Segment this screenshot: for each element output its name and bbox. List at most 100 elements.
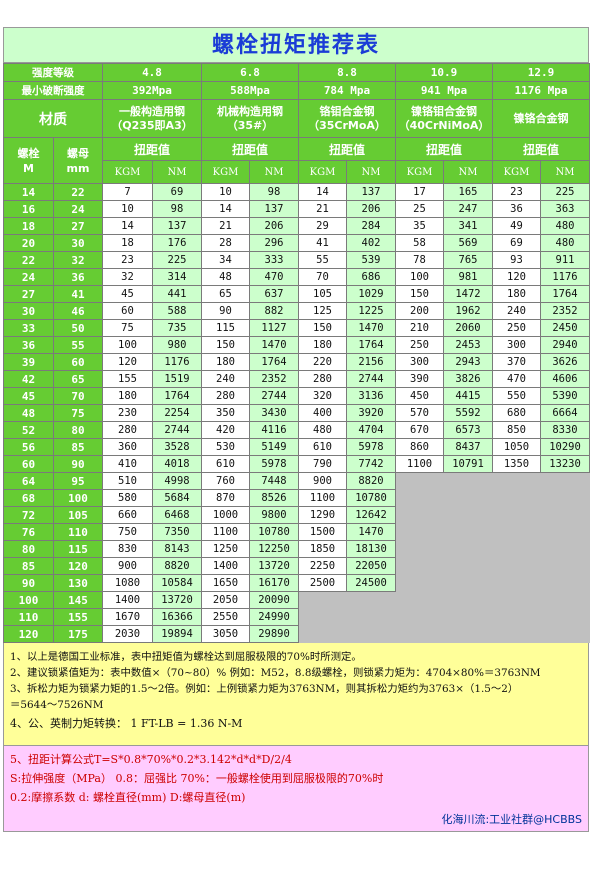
note-3-cont: ＝5644～7526NM xyxy=(10,699,104,711)
kgm-value: 105 xyxy=(298,285,347,303)
strength-row: 最小破断强度 392Mpa 588Mpa 784 Mpa 941 Mpa 117… xyxy=(3,81,590,100)
nm-value: 981 xyxy=(443,268,493,286)
kgm-value: 320 xyxy=(298,387,347,405)
kgm-value: 48 xyxy=(201,268,250,286)
unit-nm: NM xyxy=(249,160,299,184)
empty-cell xyxy=(492,506,541,524)
nm-value: 3626 xyxy=(540,353,590,371)
kgm-value: 860 xyxy=(395,438,444,456)
kgm-value: 1500 xyxy=(298,523,347,541)
note-3: 3、拆松力矩为锁紧力矩的1.5～2倍。例如：上例锁紧力矩为3763NM，则其拆松… xyxy=(10,683,519,695)
nut-size: 105 xyxy=(53,506,103,524)
empty-cell xyxy=(443,472,493,490)
nut-size: 80 xyxy=(53,421,103,439)
nm-value: 1962 xyxy=(443,302,493,320)
unit-nm: NM xyxy=(443,160,493,184)
nm-value: 6468 xyxy=(152,506,202,524)
kgm-value: 400 xyxy=(298,404,347,422)
nm-value: 3430 xyxy=(249,404,299,422)
nm-value: 8820 xyxy=(152,557,202,575)
nm-value: 20090 xyxy=(249,591,299,609)
kgm-value: 1350 xyxy=(492,455,541,473)
kgm-value: 150 xyxy=(298,319,347,337)
nm-value: 3826 xyxy=(443,370,493,388)
kgm-value: 2550 xyxy=(201,608,250,626)
nut-header: 螺母 mm xyxy=(53,137,103,184)
nut-size: 175 xyxy=(53,625,103,643)
kgm-value: 1000 xyxy=(201,506,250,524)
empty-cell xyxy=(540,557,590,575)
kgm-value: 125 xyxy=(298,302,347,320)
kgm-value: 790 xyxy=(298,455,347,473)
nm-value: 4415 xyxy=(443,387,493,405)
material-name: 镍铬合金钢 xyxy=(513,111,569,125)
kgm-value: 660 xyxy=(102,506,153,524)
nm-value: 12250 xyxy=(249,540,299,558)
nm-value: 24990 xyxy=(249,608,299,626)
table-row: 52 80 280 2744 420 4116 480 4704 670 6573 850 8330 xyxy=(3,421,590,439)
table-row: 72 105 660 6468 1000 9800 1290 12642 xyxy=(3,506,590,524)
nut-size: 90 xyxy=(53,455,103,473)
nm-value: 402 xyxy=(346,234,396,252)
unit-row: KGM NM KGM NM KGM NM KGM NM KGM NM xyxy=(4,160,590,184)
nm-value: 19894 xyxy=(152,625,202,643)
nm-value: 1029 xyxy=(346,285,396,303)
unit-kgm: KGM xyxy=(492,160,541,184)
bolt-size: 80 xyxy=(3,540,54,558)
unit-kgm: KGM xyxy=(201,160,250,184)
bolt-size: 68 xyxy=(3,489,54,507)
kgm-value: 550 xyxy=(492,387,541,405)
kgm-value: 14 xyxy=(102,217,153,235)
empty-cell xyxy=(346,625,396,643)
empty-cell xyxy=(298,625,347,643)
formula-note-d: 0.2:摩擦系数 d: 螺栓直径(mm) D:螺母直径(m) xyxy=(10,791,246,804)
empty-cell xyxy=(540,591,590,609)
torque-label: 扭距值 xyxy=(298,137,396,161)
empty-cell xyxy=(492,557,541,575)
nm-value: 5978 xyxy=(249,455,299,473)
kgm-value: 155 xyxy=(102,370,153,388)
bolt-size: 22 xyxy=(3,251,54,269)
kgm-value: 760 xyxy=(201,472,250,490)
bolt-size: 72 xyxy=(3,506,54,524)
kgm-value: 34 xyxy=(201,251,250,269)
kgm-value: 220 xyxy=(298,353,347,371)
nm-value: 441 xyxy=(152,285,202,303)
nut-size: 70 xyxy=(53,387,103,405)
table-row: 80 115 830 8143 1250 12250 1850 18130 xyxy=(3,540,590,558)
empty-cell xyxy=(395,489,444,507)
nm-value: 16170 xyxy=(249,574,299,592)
kgm-value: 280 xyxy=(102,421,153,439)
kgm-value: 750 xyxy=(102,523,153,541)
empty-cell xyxy=(443,489,493,507)
kgm-value: 28 xyxy=(201,234,250,252)
nm-value: 3136 xyxy=(346,387,396,405)
nm-value: 13230 xyxy=(540,455,590,473)
nm-value: 165 xyxy=(443,183,493,201)
page-title: 螺栓扭矩推荐表 xyxy=(3,27,589,63)
kgm-value: 1670 xyxy=(102,608,153,626)
nm-value: 2744 xyxy=(152,421,202,439)
nm-value: 2940 xyxy=(540,336,590,354)
table-row: 18 27 14 137 21 206 29 284 35 341 49 480 xyxy=(3,217,590,235)
kgm-value: 1400 xyxy=(102,591,153,609)
nm-value: 29890 xyxy=(249,625,299,643)
nut-size: 65 xyxy=(53,370,103,388)
kgm-value: 300 xyxy=(492,336,541,354)
table-row: 90 130 1080 10584 1650 16170 2500 24500 xyxy=(3,574,590,592)
nm-value: 4998 xyxy=(152,472,202,490)
note-2: 2、建议锁紧值矩为：表中数值×（70~80）% 例如：M52，8.8级螺栓，则锁… xyxy=(10,667,541,679)
material-40crnimoa: 镍铬钼合金钢 （40CrNiMoA） xyxy=(395,99,493,138)
nm-value: 5684 xyxy=(152,489,202,507)
kgm-value: 230 xyxy=(102,404,153,422)
material-name: 一般构造用钢 xyxy=(119,104,185,118)
nm-value: 3920 xyxy=(346,404,396,422)
kgm-value: 180 xyxy=(201,353,250,371)
kgm-value: 900 xyxy=(298,472,347,490)
kgm-value: 25 xyxy=(395,200,444,218)
bolt-size: 76 xyxy=(3,523,54,541)
material-code: （35#） xyxy=(226,118,274,132)
kgm-value: 180 xyxy=(298,336,347,354)
kgm-value: 480 xyxy=(298,421,347,439)
bolt-size: 36 xyxy=(3,336,54,354)
